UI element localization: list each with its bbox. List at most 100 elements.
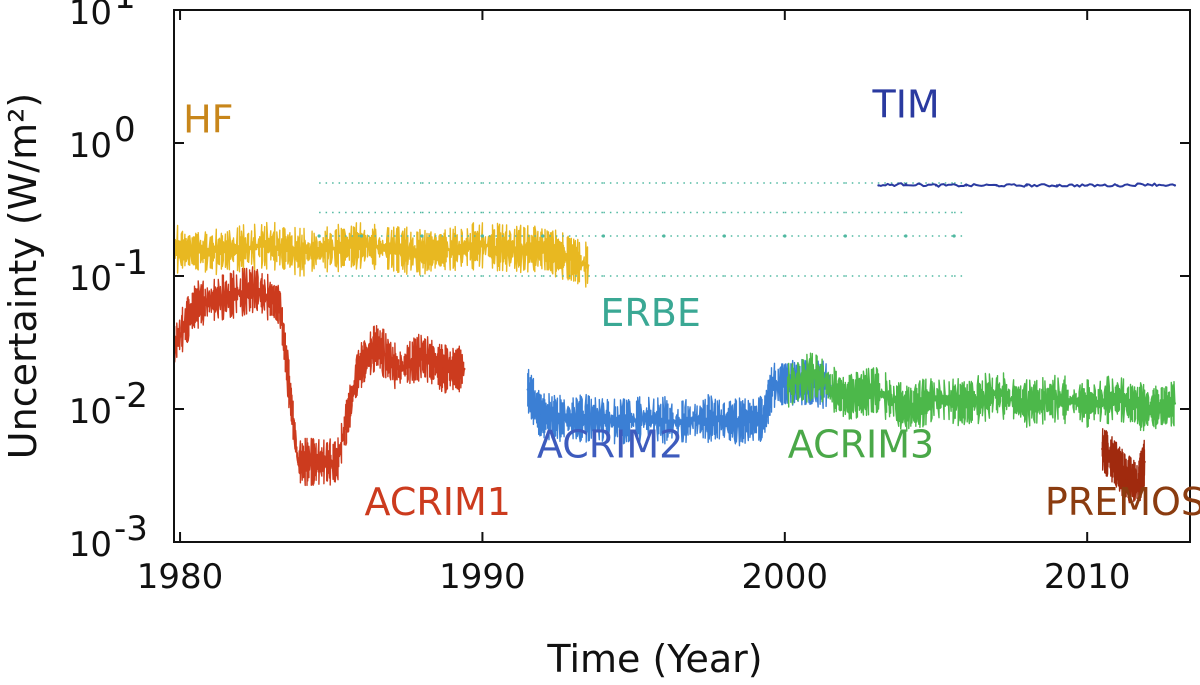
series-tim-point-9 [1146, 183, 1149, 186]
series-acrim3-point-3 [874, 388, 877, 391]
series-hf-line [174, 221, 589, 288]
series-acrim1-point-8 [357, 367, 360, 371]
y-tick-exp-1: -2 [114, 376, 148, 416]
y-tick-label-0: 10 [69, 525, 112, 565]
series-acrim3-point-8 [1025, 402, 1028, 405]
series-acrim3-point-7 [995, 392, 998, 395]
series-hf-point-11 [511, 247, 514, 251]
series-tim-point-4 [995, 184, 998, 187]
series-acrim1-point-13 [463, 367, 466, 371]
series-acrim1-point-11 [420, 354, 424, 358]
series-erbe-point-7 [722, 234, 726, 238]
series-acrim1-point-4 [278, 304, 281, 307]
series-acrim3-point-2 [844, 397, 847, 400]
series-acrim1-point-7 [336, 460, 339, 464]
series-hf [174, 221, 590, 288]
series-acrim3-point-12 [1146, 407, 1149, 411]
series-hf-point-4 [299, 251, 303, 254]
series-hf-point-9 [451, 247, 454, 251]
y-tick-label-3: 10 [69, 126, 112, 166]
series-tim-point-10 [1173, 184, 1177, 187]
series-acrim3-point-5 [934, 397, 938, 400]
series-erbe [317, 182, 967, 277]
series-acrim2-point-9 [762, 417, 765, 420]
series-tim-point-2 [934, 184, 938, 187]
series-acrim1-point-5 [296, 460, 300, 464]
series-acrim1-line [174, 266, 465, 487]
series-tim [877, 182, 1177, 188]
series-acrim2-point-2 [556, 417, 560, 420]
series-label-acrim2: ACRIM2 [537, 423, 683, 467]
series-hf-point-6 [360, 244, 363, 247]
series-hf-point-2 [239, 247, 242, 251]
series-erbe-point-9 [843, 234, 847, 238]
y-tick-exp-2: -1 [114, 243, 148, 283]
series-erbe-point-1 [359, 234, 364, 238]
x-tick-label-3: 2010 [1044, 557, 1131, 597]
series-acrim2-point-1 [538, 413, 542, 417]
series-hf-point-5 [330, 247, 333, 251]
series-tim-point-0 [877, 184, 880, 187]
series-acrim2-point-7 [708, 417, 711, 420]
series-erbe-point-0 [317, 234, 321, 238]
series-acrim3-point-4 [904, 407, 907, 411]
series-tim-point-8 [1116, 184, 1119, 187]
series-premos-point-1 [1113, 460, 1116, 464]
series-acrim1-point-1 [194, 304, 197, 307]
series-acrim3-point-9 [1055, 397, 1059, 400]
series-tim-point-6 [1055, 184, 1059, 187]
series-acrim3-line [787, 352, 1176, 432]
y-tick-exp-0: -3 [114, 509, 148, 549]
series-acrim3-point-0 [786, 384, 789, 387]
series-hf-point-1 [209, 251, 212, 254]
series-erbe-point-4 [541, 234, 545, 238]
series-acrim1-point-2 [224, 295, 227, 298]
series-label-acrim1: ACRIM1 [365, 480, 511, 524]
series-acrim2-point-3 [587, 417, 590, 420]
series-acrim1-point-12 [441, 367, 445, 371]
series-acrim3-point-11 [1116, 397, 1119, 400]
series-acrim3 [786, 352, 1177, 432]
series-hf-point-3 [269, 244, 272, 247]
y-tick-exp-4: 1 [114, 0, 136, 17]
series-hf-point-14 [587, 264, 590, 267]
series-acrim1-point-6 [314, 460, 318, 464]
series-erbe-point-8 [783, 234, 787, 238]
series-acrim2-point-6 [677, 420, 681, 424]
y-axis-title: Uncertainty (W/m²) [1, 93, 45, 459]
series-label-erbe: ERBE [600, 291, 701, 335]
x-axis-title: Time (Year) [546, 637, 762, 681]
x-tick-label-2: 2000 [742, 557, 829, 597]
series-erbe-point-11 [952, 234, 956, 238]
series-premos [1101, 428, 1146, 504]
series-hf-point-13 [562, 255, 566, 258]
series-acrim2-point-4 [617, 420, 620, 424]
series-acrim1-point-10 [396, 367, 399, 371]
series-acrim2-point-5 [647, 417, 650, 420]
series-premos-point-2 [1125, 477, 1128, 480]
series-acrim3-point-10 [1086, 402, 1089, 405]
series-acrim3-point-6 [965, 402, 968, 405]
y-tick-label-2: 10 [69, 259, 112, 299]
series-erbe-point-6 [662, 234, 666, 238]
series-hf-point-7 [390, 247, 393, 251]
series-premos-point-3 [1137, 481, 1140, 484]
series-label-tim: TIM [872, 83, 940, 127]
series-acrim1 [174, 266, 466, 487]
series-acrim2-point-10 [771, 384, 774, 387]
series-erbe-point-5 [601, 234, 606, 238]
series-acrim3-point-1 [813, 373, 817, 377]
series-erbe-point-3 [480, 234, 484, 238]
series-label-premos: PREMOS [1045, 480, 1200, 524]
series-tim-point-5 [1025, 184, 1028, 187]
series-label-acrim3: ACRIM3 [788, 423, 934, 467]
series-hf-point-12 [541, 247, 545, 251]
y-tick-exp-3: 0 [114, 110, 136, 150]
series-erbe-point-10 [904, 234, 908, 238]
x-tick-label-0: 1980 [137, 557, 224, 597]
series-tim-point-3 [965, 184, 968, 187]
series-premos-point-4 [1143, 460, 1146, 464]
series-hf-point-10 [481, 244, 484, 247]
